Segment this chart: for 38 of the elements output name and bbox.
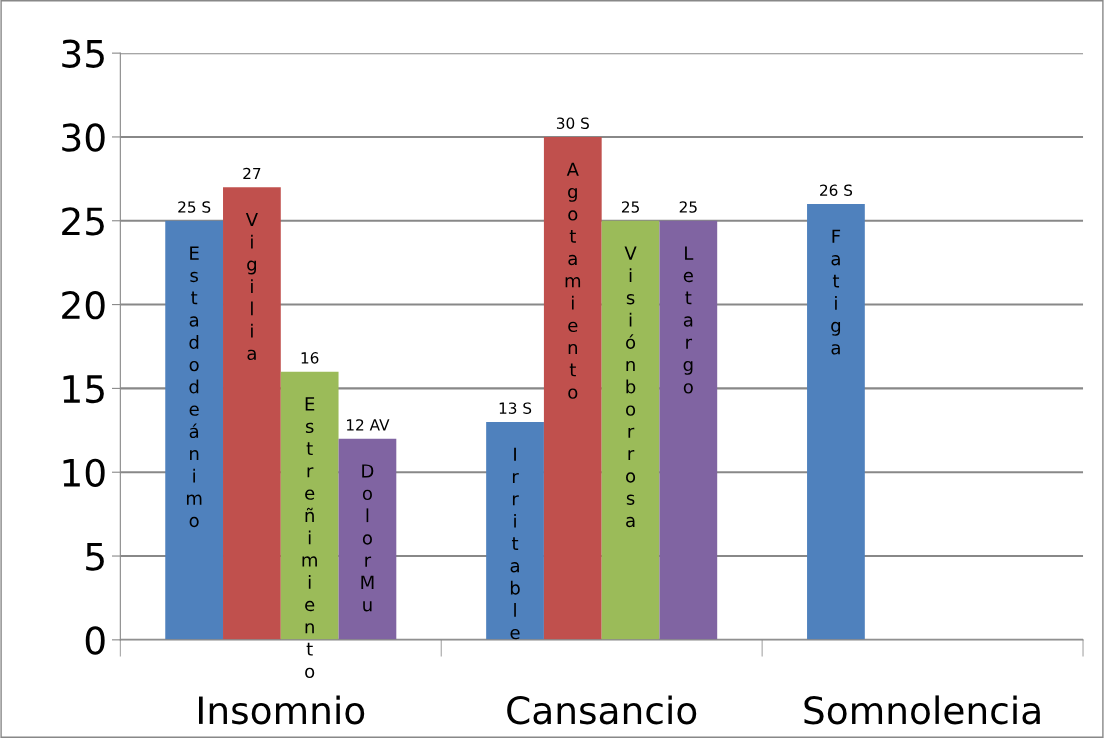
y-tick-label: 0 — [85, 626, 105, 655]
data-label: 12 AV — [346, 419, 390, 431]
y-tick-label: 30 — [62, 123, 105, 152]
bar — [543, 136, 602, 640]
data-label: 25 S — [178, 201, 211, 213]
data-label: 25 — [621, 201, 639, 213]
bar — [659, 220, 718, 640]
x-tick-label: Insomnio — [198, 695, 365, 725]
annotation: Letargo — [683, 246, 694, 394]
bar — [601, 220, 660, 640]
y-tick-label: 25 — [62, 207, 104, 236]
bar — [486, 421, 544, 640]
annotation: DolorMu — [361, 464, 374, 612]
bar — [807, 204, 865, 640]
text: Irritable — [510, 447, 520, 640]
data-label: 30 S — [556, 117, 589, 129]
bar — [223, 187, 281, 640]
text: Estreñimiento — [302, 397, 317, 679]
text: Estadodeánimo — [186, 246, 202, 528]
annotation: Fatiga — [831, 229, 841, 355]
bar — [280, 371, 339, 640]
y-tick-label: 20 — [62, 291, 105, 320]
y-tick-label: 5 — [86, 542, 104, 571]
text: Visiónborrosa — [624, 246, 637, 528]
x-tick-label: Somnolencia — [804, 695, 1040, 725]
text: Agotamiento — [565, 162, 581, 399]
y-tick-label: 15 — [63, 375, 104, 404]
y-tick-label: 10 — [63, 458, 105, 487]
bar — [165, 220, 224, 640]
y-tick-label: 35 — [62, 39, 104, 68]
data-label: 27 — [243, 167, 261, 180]
data-label: 25 — [679, 201, 697, 213]
data-label: 13 S — [499, 402, 532, 414]
x-tick-label: Cansancio — [507, 695, 697, 725]
data-label: 16 — [301, 352, 319, 364]
data-label: 26 S — [820, 184, 853, 197]
annotation: Vigilia — [245, 212, 258, 361]
bar — [338, 438, 397, 640]
